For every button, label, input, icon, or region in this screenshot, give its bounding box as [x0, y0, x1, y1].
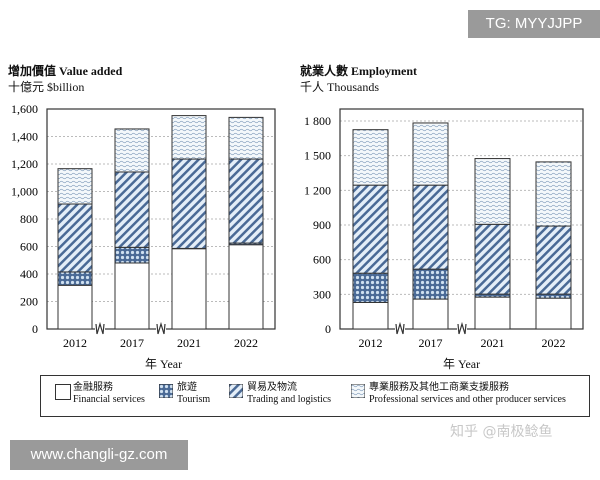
- watermark-site: www.changli-gz.com: [10, 440, 188, 470]
- watermark-zhihu: 知乎 @南极鲶鱼: [450, 424, 553, 440]
- chart2-xlabel: 年 Year: [443, 357, 481, 371]
- axis-break-icon: [457, 321, 467, 335]
- chart1-xlabel: 年 Year: [145, 357, 183, 371]
- chart2-ylabel: 千人 Thousands: [300, 80, 379, 94]
- bar-segment-trading-and-logistics-2017: [412, 184, 449, 270]
- y-tick-label: 400: [20, 267, 38, 281]
- legend-swatch-tourism: [159, 384, 173, 398]
- x-tick-label: 2022: [234, 336, 258, 350]
- y-tick-label: 800: [20, 212, 38, 226]
- legend-item-financial: 金融服務 Financial services: [73, 382, 145, 405]
- bar-segment-professional-services-and-other-producer-services-2022: [228, 116, 264, 160]
- x-tick-label: 2012: [63, 336, 87, 350]
- legend: 金融服務 Financial services 旅遊 Tourism 貿易及物流 Tr…: [40, 375, 590, 417]
- y-tick-label: 1 200: [304, 183, 331, 197]
- x-tick-label: 2021: [177, 336, 201, 350]
- axis-break-icon: [95, 321, 105, 335]
- y-tick-label: 1 500: [304, 149, 331, 163]
- bar-segment-professional-services-and-other-producer-services-2017: [412, 122, 449, 186]
- y-tick-label: 1,200: [11, 157, 38, 171]
- bar-segment-professional-services-and-other-producer-services-2022: [535, 161, 572, 227]
- bar-segment-financial-services-2012: [57, 284, 93, 330]
- y-tick-label: 200: [20, 295, 38, 309]
- bar-segment-financial-services-2022: [228, 244, 264, 330]
- bar-segment-trading-and-logistics-2021: [171, 158, 207, 249]
- axis-break-bg: [457, 323, 467, 335]
- bar-segment-tourism-2017: [412, 268, 449, 300]
- bar-segment-trading-and-logistics-2022: [535, 225, 572, 295]
- bar-segment-professional-services-and-other-producer-services-2012: [57, 168, 93, 205]
- watermark-tg: TG: MYYJJPP: [468, 10, 600, 38]
- x-tick-label: 2022: [542, 336, 566, 350]
- bar-segment-financial-services-2021: [474, 296, 511, 330]
- y-tick-label: 300: [313, 287, 331, 301]
- y-tick-label: 0: [325, 322, 331, 336]
- y-tick-label: 1,600: [11, 102, 38, 116]
- legend-item-tourism: 旅遊 Tourism: [177, 382, 211, 405]
- axis-break-icon: [395, 321, 405, 335]
- bar-segment-trading-and-logistics-2012: [352, 184, 389, 274]
- legend-item-professional: 專業服務及其他工商業支援服務 Professional services and …: [369, 382, 566, 405]
- bar-segment-tourism-2017: [114, 246, 150, 264]
- bar-segment-trading-and-logistics-2012: [57, 203, 93, 273]
- x-tick-label: 2017: [120, 336, 144, 350]
- x-tick-label: 2012: [359, 336, 383, 350]
- axis-break-bg: [395, 323, 405, 335]
- y-tick-label: 900: [313, 218, 331, 232]
- bar-segment-trading-and-logistics-2017: [114, 171, 150, 248]
- bar-segment-professional-services-and-other-producer-services-2012: [352, 129, 389, 186]
- bar-segment-trading-and-logistics-2022: [228, 158, 264, 244]
- bar-segment-professional-services-and-other-producer-services-2021: [474, 158, 511, 225]
- bar-segment-tourism-2012: [352, 272, 389, 303]
- chart2-title: 就業人數 Employment: [300, 64, 418, 78]
- bar-segment-financial-services-2017: [114, 262, 150, 330]
- axis-break-icon: [156, 321, 166, 335]
- bar-segment-professional-services-and-other-producer-services-2017: [114, 128, 150, 173]
- chart1-title: 增加價值 Value added: [8, 64, 123, 78]
- bar-segment-financial-services-2012: [352, 301, 389, 330]
- x-tick-label: 2021: [481, 336, 505, 350]
- y-tick-label: 600: [313, 253, 331, 267]
- y-tick-label: 1,000: [11, 185, 38, 199]
- legend-swatch-financial: [55, 384, 71, 400]
- y-tick-label: 0: [32, 322, 38, 336]
- y-tick-label: 1,400: [11, 130, 38, 144]
- legend-swatch-professional: [351, 384, 365, 398]
- bar-segment-financial-services-2021: [171, 248, 207, 330]
- bar-segment-tourism-2012: [57, 271, 93, 286]
- y-tick-label: 1 800: [304, 114, 331, 128]
- bar-segment-trading-and-logistics-2021: [474, 223, 511, 295]
- x-tick-label: 2017: [419, 336, 443, 350]
- bar-segment-tourism-2022: [535, 293, 572, 299]
- chart1-ylabel: 十億元 $billion: [8, 80, 85, 94]
- axis-break-bg: [95, 323, 105, 335]
- bar-segment-financial-services-2022: [535, 297, 572, 330]
- bar-segment-financial-services-2017: [412, 298, 449, 330]
- bar-segment-professional-services-and-other-producer-services-2021: [171, 115, 207, 160]
- legend-item-trading: 貿易及物流 Trading and logistics: [247, 382, 332, 405]
- legend-swatch-trading: [229, 384, 243, 398]
- axis-break-bg: [156, 323, 166, 335]
- y-tick-label: 600: [20, 240, 38, 254]
